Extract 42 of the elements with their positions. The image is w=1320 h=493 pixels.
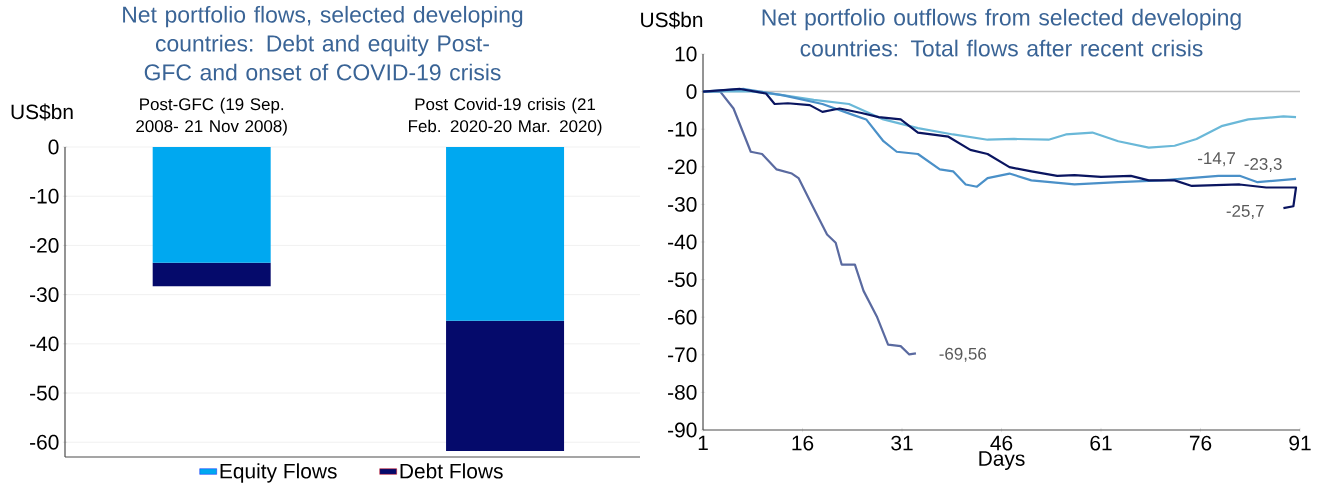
bar bbox=[446, 320, 565, 452]
y-tick-label: -50 bbox=[668, 272, 697, 287]
x-tick-label: 31 bbox=[891, 435, 913, 451]
x-tick-label: 46 bbox=[990, 435, 1013, 451]
x-axis-title: Days bbox=[979, 451, 1025, 471]
x-tick-label: 76 bbox=[1189, 435, 1212, 451]
y-tick-label: -40 bbox=[668, 234, 697, 250]
chart-title: Net portfolio flows, selected developing countries: Debt and equity Post-GFC and onset of COVID-19 crisis bbox=[123, 5, 523, 81]
annotation: -69,56 bbox=[939, 347, 987, 362]
y-tick-label: -60 bbox=[30, 434, 59, 450]
x-tick-label: Post Covid-19 crisis (21 Feb. 2020-20 Mar. 2020) bbox=[409, 97, 602, 136]
y-tick-label: -80 bbox=[668, 384, 697, 400]
y-tick-label: -70 bbox=[668, 347, 697, 363]
y-tick-label: 0 bbox=[48, 139, 59, 155]
chart-title: Net portfolio outflows from selected developing countries: Total flows after recent crisis bbox=[762, 8, 1241, 57]
y-tick-label: 0 bbox=[686, 84, 697, 99]
y-tick-label: -50 bbox=[30, 385, 59, 401]
y-tick-label: 10 bbox=[675, 46, 697, 62]
bar bbox=[152, 147, 271, 263]
x-tick-label: 16 bbox=[792, 435, 814, 451]
y-tick-label: -10 bbox=[668, 121, 697, 137]
annotation: -14,7 bbox=[1198, 152, 1236, 167]
y-tick-label: -20 bbox=[30, 238, 59, 253]
y-tick-label: -10 bbox=[30, 188, 59, 204]
y-axis-title: US$bn bbox=[641, 11, 703, 29]
bar bbox=[446, 147, 565, 321]
annotation: -23,3 bbox=[1244, 157, 1282, 172]
x-tick-label: 91 bbox=[1289, 435, 1311, 451]
y-axis-title: US$bn bbox=[11, 103, 73, 121]
y-tick-label: -30 bbox=[30, 287, 59, 303]
bar bbox=[152, 262, 271, 287]
legend-label: Debt Flows bbox=[400, 463, 503, 479]
x-tick-label: 1 bbox=[698, 435, 708, 451]
annotation: -25,7 bbox=[1226, 204, 1264, 219]
y-tick-label: -20 bbox=[668, 159, 697, 175]
y-tick-label: -90 bbox=[668, 422, 697, 438]
x-tick-label: 61 bbox=[1090, 435, 1112, 451]
legend-label: Equity Flows bbox=[220, 463, 337, 483]
y-tick-label: -40 bbox=[30, 336, 59, 352]
y-tick-label: -60 bbox=[668, 309, 697, 325]
x-tick-label: Post-GFC (19 Sep. 2008- 21 Nov 2008) bbox=[136, 97, 287, 136]
y-tick-label: -30 bbox=[668, 196, 697, 212]
